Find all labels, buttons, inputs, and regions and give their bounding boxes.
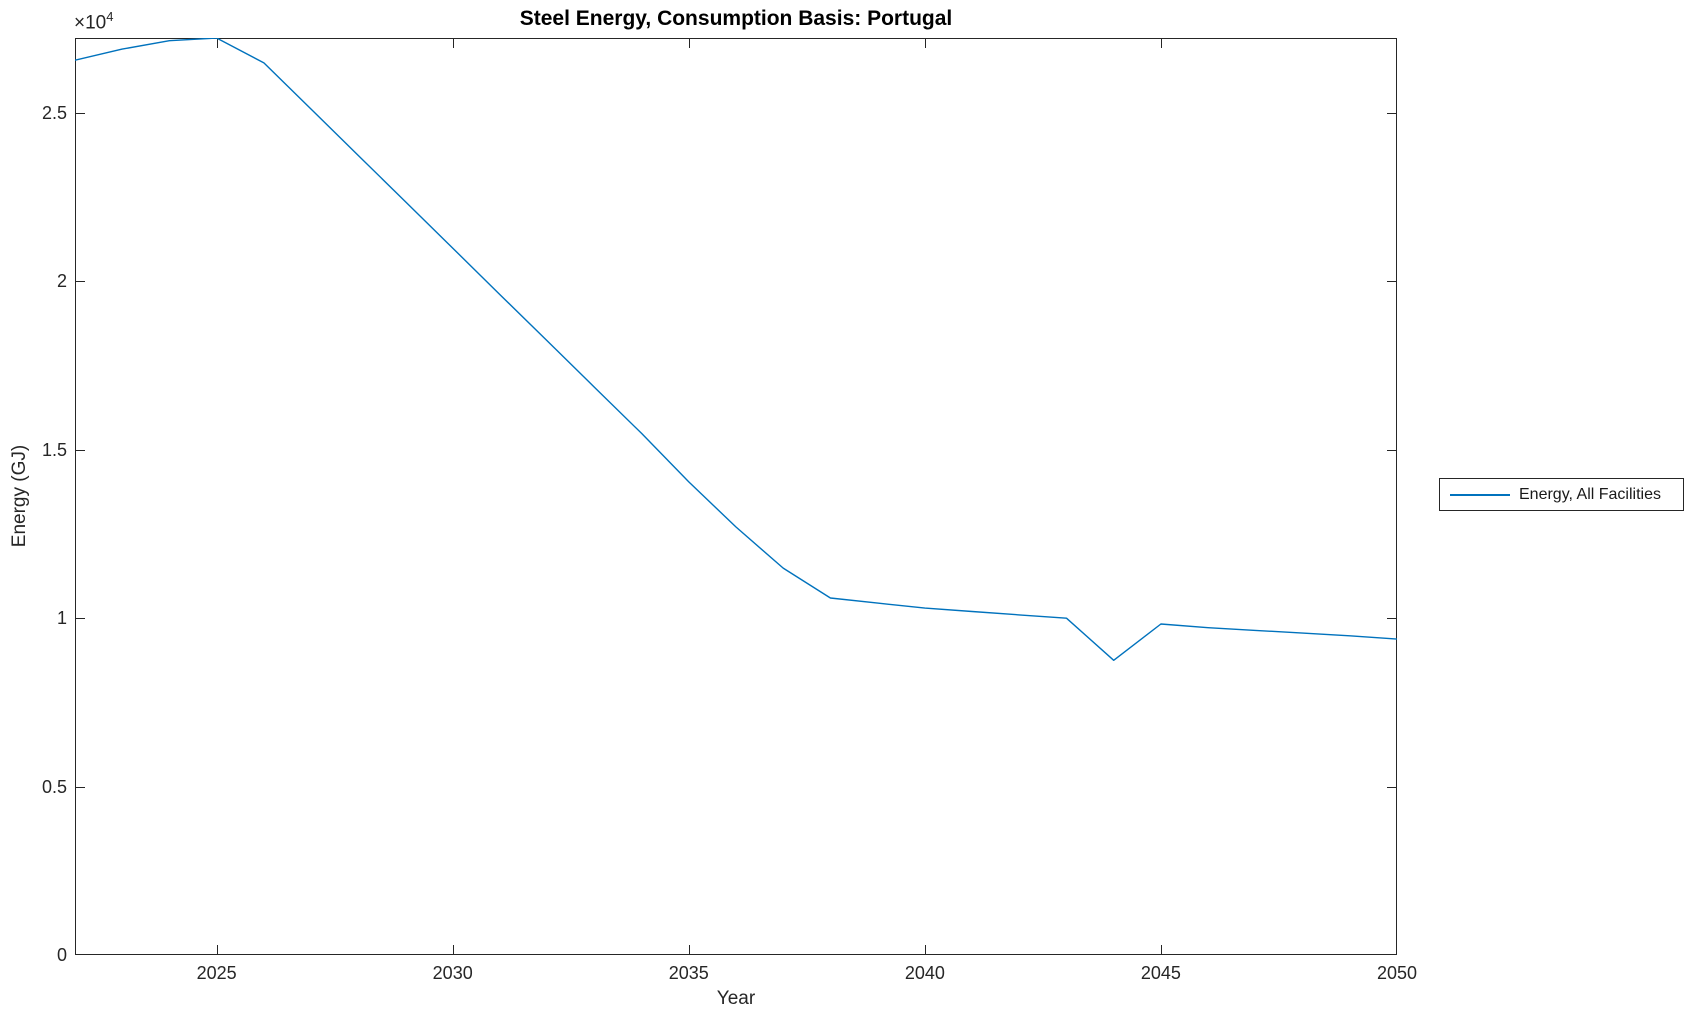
legend-box: Energy, All Facilities [1439, 478, 1684, 511]
axes-box [75, 38, 1397, 955]
y-tick-label: 2 [56, 271, 67, 292]
x-axis-label: Year [716, 988, 756, 1009]
x-tick-label: 2025 [196, 963, 237, 983]
x-tick-label: 2045 [1140, 963, 1181, 983]
x-tick-label: 2050 [1376, 963, 1418, 983]
y-tick-label: 1.5 [41, 439, 67, 460]
y-axis-multiplier: ×104 [74, 9, 113, 34]
chart-title: Steel Energy, Consumption Basis: Portuga… [519, 7, 953, 30]
x-tick-label: 2035 [668, 963, 709, 983]
x-tick-label: 2030 [432, 963, 473, 983]
y-tick-label: 0 [56, 945, 67, 965]
y-axis-multiplier-exponent: 4 [106, 9, 114, 24]
y-axis-multiplier-base: ×10 [74, 12, 107, 34]
x-tick-label: 2040 [904, 963, 945, 983]
legend-entry-label: Energy, All Facilities [1519, 485, 1661, 503]
y-tick-label: 1 [56, 608, 67, 629]
legend-line-sample-icon [1450, 493, 1510, 496]
data-line-energy-all-facilities [75, 38, 1397, 661]
y-tick-label: 0.5 [41, 776, 67, 797]
y-tick-label: 2.5 [41, 103, 67, 124]
plot-area [75, 38, 1397, 955]
